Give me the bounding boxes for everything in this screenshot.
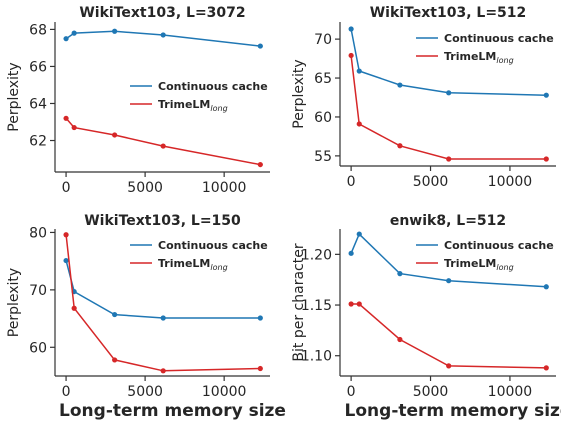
x-tick-label: 10000: [202, 384, 247, 400]
y-tick-label: 66: [29, 59, 47, 75]
data-point: [160, 143, 166, 149]
y-tick-label: 64: [29, 96, 47, 112]
data-point: [446, 156, 452, 162]
y-tick-label: 70: [29, 283, 47, 299]
x-tick-label: 10000: [202, 180, 247, 196]
y-axis-label: Perplexity: [291, 59, 307, 128]
x-tick-label: 5000: [127, 384, 163, 400]
series-line-trimelm-long: [351, 303, 547, 369]
data-point: [112, 311, 118, 318]
y-axis-label: Perplexity: [6, 268, 22, 337]
y-axis-label: Bit per character: [291, 243, 307, 361]
data-point: [71, 305, 77, 311]
legend-label: Continuous cache: [158, 80, 268, 93]
data-point: [356, 68, 362, 74]
legend-label: TrimeLMlong: [158, 98, 228, 113]
data-point: [543, 284, 549, 290]
x-tick-label: 10000: [488, 384, 533, 400]
data-point: [63, 36, 69, 42]
data-point: [397, 271, 403, 277]
y-tick-label: 68: [29, 22, 47, 38]
x-axis-label: Long-term memory size: [345, 401, 561, 421]
data-point: [160, 368, 166, 374]
data-point: [356, 301, 362, 307]
y-tick-label: 1.20: [301, 247, 332, 263]
data-point: [348, 52, 354, 59]
legend-label: Continuous cache: [444, 239, 554, 252]
data-point: [446, 363, 452, 369]
data-point: [160, 315, 166, 321]
chart-panel-3: WikiText103, L=150 0 5000 10000 60 70 80 Perple…: [6, 213, 286, 421]
data-point: [112, 28, 118, 34]
data-point: [71, 124, 77, 131]
y-tick-label: 1.15: [301, 298, 332, 314]
chart-title: enwik8, L=512: [390, 213, 506, 229]
x-tick-label: 0: [62, 384, 71, 400]
data-point: [543, 365, 549, 371]
chart-title: WikiText103, L=512: [370, 5, 527, 21]
x-tick-label: 5000: [413, 174, 449, 190]
data-point: [71, 30, 77, 36]
data-point: [257, 43, 263, 49]
legend-label: Continuous cache: [158, 239, 268, 252]
data-point: [63, 257, 69, 264]
y-tick-label: 62: [29, 134, 47, 150]
y-tick-label: 60: [314, 110, 332, 126]
data-point: [543, 92, 549, 98]
data-point: [356, 121, 362, 127]
series-line-trimelm-long: [350, 55, 547, 160]
x-tick-label: 0: [347, 384, 356, 400]
y-tick-label: 70: [314, 32, 332, 48]
x-tick-label: 5000: [127, 180, 163, 196]
data-point: [348, 250, 354, 256]
data-point: [397, 336, 403, 343]
y-tick-label: 1.10: [301, 349, 332, 365]
legend-label: TrimeLMlong: [158, 257, 228, 272]
data-point: [112, 357, 118, 363]
data-point: [446, 278, 452, 284]
y-axis-label: Perplexity: [6, 62, 22, 131]
y-tick-label: 60: [29, 340, 47, 356]
data-point: [63, 115, 69, 121]
series-line-trimelm-long: [65, 117, 261, 166]
data-point: [446, 90, 452, 96]
chart-panel-1: WikiText103, L=3072 0 5000 10000 62 64 66 68 Per…: [6, 5, 270, 196]
chart-title: WikiText103, L=150: [84, 213, 241, 229]
data-point: [397, 143, 403, 149]
legend-label: TrimeLMlong: [444, 50, 514, 65]
chart-panel-2: WikiText103, L=512 0 5000 10000 55 60 65 70 Perp…: [291, 5, 556, 190]
x-tick-label: 0: [347, 174, 356, 190]
data-point: [257, 365, 263, 372]
data-point: [348, 301, 354, 307]
y-tick-label: 55: [314, 149, 332, 165]
y-tick-label: 65: [314, 71, 332, 87]
data-point: [397, 82, 403, 88]
x-tick-label: 5000: [413, 384, 449, 400]
data-point: [257, 161, 263, 168]
data-point: [112, 132, 118, 138]
data-point: [63, 232, 69, 238]
data-point: [356, 231, 362, 237]
x-tick-label: 10000: [488, 174, 533, 190]
data-point: [160, 32, 166, 38]
x-tick-label: 0: [62, 180, 71, 196]
y-tick-label: 80: [29, 225, 47, 241]
data-point: [543, 156, 549, 162]
data-point: [348, 26, 354, 32]
legend-label: TrimeLMlong: [444, 257, 514, 272]
x-axis-label: Long-term memory size: [59, 401, 286, 421]
data-point: [257, 315, 263, 321]
legend-label: Continuous cache: [444, 32, 554, 45]
chart-title: WikiText103, L=3072: [79, 5, 245, 21]
